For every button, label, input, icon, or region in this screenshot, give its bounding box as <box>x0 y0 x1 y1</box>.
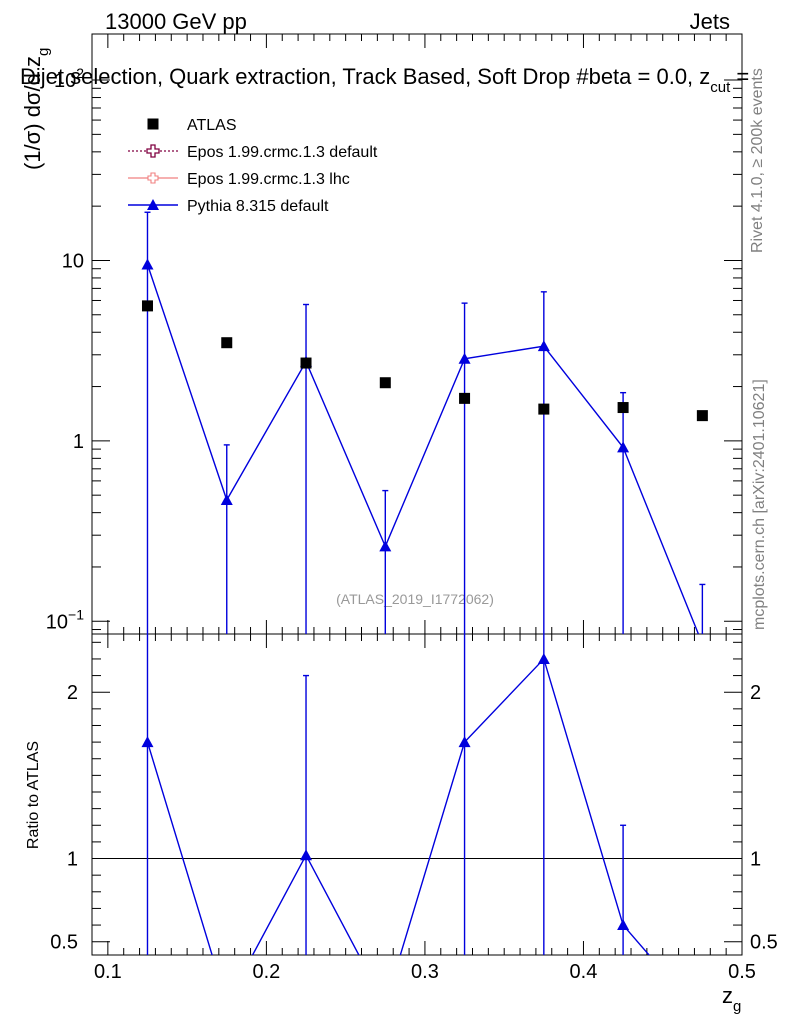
pythia-marker <box>617 441 630 453</box>
main-y-tick-exponent: 2 <box>76 65 84 81</box>
selection-title: Dijet selection, Quark extraction, Track… <box>20 64 749 96</box>
atlas-marker <box>141 300 153 312</box>
x-axis-label-sub: g <box>733 998 741 1015</box>
rivet-label: Rivet 4.1.0, ≥ 200k events <box>749 68 766 253</box>
atlas-marker <box>696 410 708 422</box>
pythia-marker <box>141 736 154 748</box>
main-y-axis-label-sub: g <box>35 48 52 56</box>
legend: ATLAS Epos 1.99.crmc.1.3 default Epos 1.99… <box>128 117 378 215</box>
svg-text:(1/σ) dσ/d zg: (1/σ) dσ/d zg <box>20 48 52 170</box>
main-y-axis-label: (1/σ) dσ/d zg <box>20 48 52 170</box>
pythia-marker <box>141 258 154 270</box>
main-y-tick-exponent: −1 <box>68 606 84 622</box>
pythia-marker <box>696 638 708 649</box>
pythia-line <box>146 264 700 634</box>
x-axis-label: zg <box>722 983 741 1015</box>
pythia-marker <box>617 919 630 931</box>
pythia-marker <box>458 352 471 364</box>
selection-title-sub: cut <box>710 79 731 96</box>
main-y-tick-label: 10−1 <box>46 606 84 633</box>
ratio-y-axis-label: Ratio to ATLAS <box>25 741 42 849</box>
legend-label: Epos 1.99.crmc.1.3 default <box>187 144 378 161</box>
legend-pythia-marker <box>147 199 159 210</box>
x-tick-label: 0.5 <box>728 961 756 983</box>
ratio-y-tick-label: 1 <box>67 849 78 871</box>
legend-label: Epos 1.99.crmc.1.3 lhc <box>187 171 350 188</box>
pythia-marker <box>300 849 313 861</box>
pythia-marker <box>537 340 550 352</box>
ratio-y-tick-label: 2 <box>67 682 78 704</box>
legend-label: ATLAS <box>187 117 237 134</box>
main-y-tick-base: 10 <box>54 70 76 92</box>
pythia-marker <box>537 652 550 664</box>
main-y-tick-label: 102 <box>54 65 84 92</box>
atlas-marker <box>379 377 391 389</box>
atlas-marker <box>221 337 233 349</box>
legend-epos-default-marker <box>146 144 160 158</box>
pythia-marker <box>458 736 471 748</box>
main-y-tick-label: 10 <box>62 250 84 272</box>
process-label: Jets <box>690 9 730 34</box>
x-tick-label: 0.2 <box>252 961 280 983</box>
legend-epos-lhc-marker <box>147 172 159 184</box>
pythia-marker <box>379 999 391 1010</box>
selection-title-main: Dijet selection, Quark extraction, Track… <box>20 64 710 89</box>
legend-atlas-marker <box>147 118 159 130</box>
x-tick-label: 0.4 <box>570 961 598 983</box>
ratio-y-tick-label-right: 1 <box>750 849 761 871</box>
pythia-marker <box>221 997 233 1008</box>
ratio-panel-frame <box>91 633 743 956</box>
ratio-y-tick-label-right: 2 <box>750 682 761 704</box>
ratio-y-tick-label-right: 0.5 <box>750 932 778 954</box>
ratio-y-tick-label: 0.5 <box>50 932 78 954</box>
atlas-marker <box>300 357 312 369</box>
main-y-tick-base: 1 <box>73 431 84 453</box>
main-y-tick-base: 10 <box>62 250 84 272</box>
legend-label: Pythia 8.315 default <box>187 198 329 215</box>
selection-title-tail: = <box>730 64 749 89</box>
ratio-pythia-series <box>141 634 708 1022</box>
pythia-marker <box>220 494 233 506</box>
atlas-marker <box>538 403 550 415</box>
pythia-marker <box>379 540 392 552</box>
main-y-tick-base: 10 <box>46 611 68 633</box>
x-axis-label-text: z <box>722 983 733 1008</box>
x-tick-label: 0.3 <box>411 961 439 983</box>
analysis-watermark: (ATLAS_2019_I1772062) <box>336 591 494 607</box>
pythia-line <box>146 657 650 955</box>
pythia-marker <box>696 1011 708 1022</box>
atlas-marker <box>459 392 471 404</box>
energy-label: 13000 GeV pp <box>105 9 247 34</box>
x-tick-label: 0.1 <box>94 961 122 983</box>
atlas-marker <box>617 402 629 414</box>
main-atlas-series <box>141 300 708 422</box>
main-y-axis-label-text: (1/σ) dσ/d z <box>20 56 45 170</box>
mcplots-label: mcplots.cern.ch [arXiv:2401.10621] <box>751 379 768 630</box>
ratio-y-axis-ticks: 0.5 0.5 1 1 2 2 <box>50 641 778 954</box>
x-axis-ticks: 0.1 0.2 0.3 0.4 0.5 <box>94 34 756 983</box>
main-y-tick-label: 1 <box>73 431 84 453</box>
